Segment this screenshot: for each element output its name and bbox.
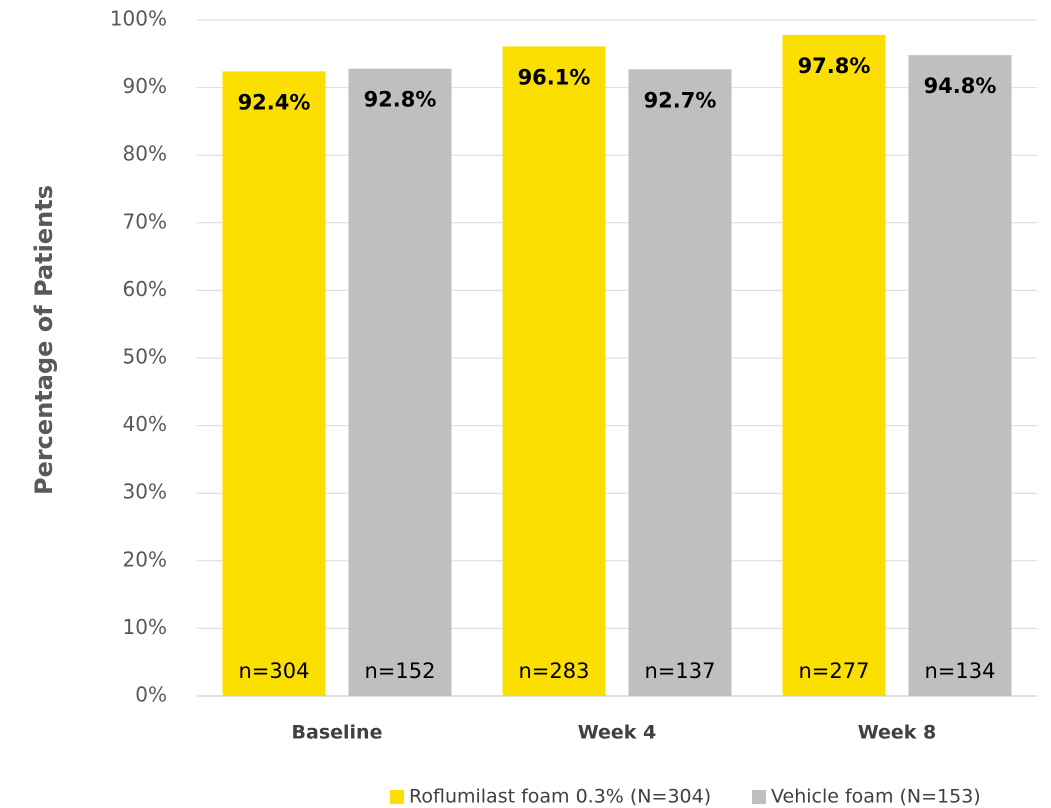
n-label: n=283 [519,659,590,683]
y-tick-label: 0% [135,683,167,707]
x-tick-label: Baseline [292,722,383,744]
n-label: n=134 [925,659,996,683]
y-tick-label: 10% [123,615,167,639]
value-label: 92.4% [238,90,311,114]
value-label: 97.8% [798,54,871,78]
x-tick-label: Week 8 [858,722,937,744]
y-tick-label: 60% [123,277,167,301]
x-tick-label: Week 4 [578,722,657,744]
legend-label: Vehicle foam (N=153) [771,786,981,808]
y-tick-label: 50% [123,345,167,369]
n-label: n=137 [645,659,716,683]
n-label: n=304 [239,659,310,683]
value-label: 92.8% [364,88,437,112]
bar [908,55,1012,697]
y-tick-label: 90% [123,74,167,98]
n-label: n=277 [799,659,870,683]
value-label: 94.8% [924,74,997,98]
y-tick-label: 80% [123,142,167,166]
y-tick-label: 20% [123,547,167,571]
value-label: 96.1% [518,65,591,89]
y-tick-label: 70% [123,209,167,233]
legend-swatch [390,790,404,804]
legend-swatch [752,790,766,804]
y-tick-label: 30% [123,480,167,504]
n-label: n=152 [365,659,436,683]
bar [222,71,326,697]
bar [628,69,732,696]
bar [782,34,886,696]
legend-label: Roflumilast foam 0.3% (N=304) [409,786,711,808]
y-axis-title: Percentage of Patients [30,185,58,495]
value-label: 92.7% [644,88,717,112]
bar [502,46,606,696]
y-tick-label: 100% [110,7,167,31]
y-tick-label: 40% [123,412,167,436]
bar [348,68,452,696]
